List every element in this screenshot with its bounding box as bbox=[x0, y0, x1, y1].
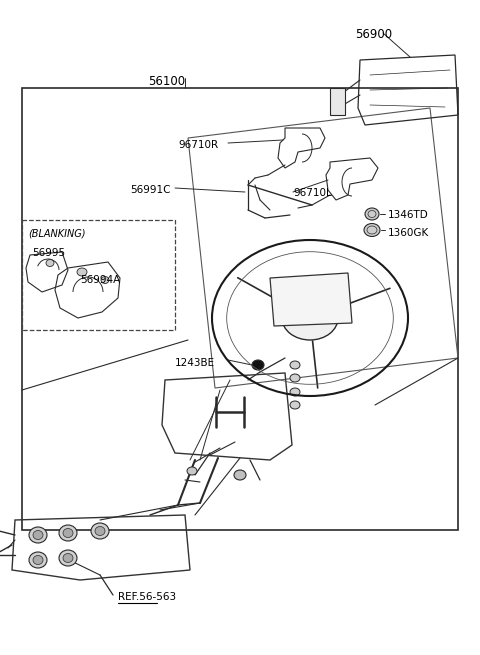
Text: 1346TD: 1346TD bbox=[388, 210, 429, 220]
Ellipse shape bbox=[63, 529, 73, 538]
Ellipse shape bbox=[63, 553, 73, 563]
Ellipse shape bbox=[290, 401, 300, 409]
Ellipse shape bbox=[95, 527, 105, 536]
Ellipse shape bbox=[252, 360, 264, 370]
Ellipse shape bbox=[282, 296, 338, 340]
Ellipse shape bbox=[33, 531, 43, 540]
Polygon shape bbox=[270, 273, 352, 326]
Ellipse shape bbox=[290, 374, 300, 382]
Ellipse shape bbox=[290, 361, 300, 369]
Text: 96710L: 96710L bbox=[293, 188, 332, 198]
Ellipse shape bbox=[33, 555, 43, 565]
Ellipse shape bbox=[234, 470, 246, 480]
Ellipse shape bbox=[290, 388, 300, 396]
Text: 56100: 56100 bbox=[148, 75, 185, 88]
Text: REF.56-563: REF.56-563 bbox=[118, 592, 176, 602]
Ellipse shape bbox=[59, 525, 77, 541]
Text: 56900: 56900 bbox=[355, 28, 392, 41]
Ellipse shape bbox=[91, 523, 109, 539]
Ellipse shape bbox=[59, 550, 77, 566]
Ellipse shape bbox=[29, 552, 47, 568]
Ellipse shape bbox=[364, 223, 380, 236]
Text: 1243BE: 1243BE bbox=[175, 358, 215, 368]
Ellipse shape bbox=[365, 208, 379, 220]
Bar bbox=[330, 88, 345, 115]
Ellipse shape bbox=[46, 259, 54, 267]
Ellipse shape bbox=[101, 276, 109, 284]
Ellipse shape bbox=[77, 268, 87, 276]
Text: 56995: 56995 bbox=[32, 248, 65, 258]
Text: 56991C: 56991C bbox=[130, 185, 170, 195]
Text: (BLANKING): (BLANKING) bbox=[28, 228, 85, 238]
Text: 56994A: 56994A bbox=[80, 275, 120, 285]
Text: 96710R: 96710R bbox=[178, 140, 218, 150]
Ellipse shape bbox=[29, 527, 47, 543]
Text: 1360GK: 1360GK bbox=[388, 228, 429, 238]
Bar bbox=[22, 88, 458, 530]
Bar bbox=[22, 220, 175, 330]
Ellipse shape bbox=[187, 467, 197, 475]
